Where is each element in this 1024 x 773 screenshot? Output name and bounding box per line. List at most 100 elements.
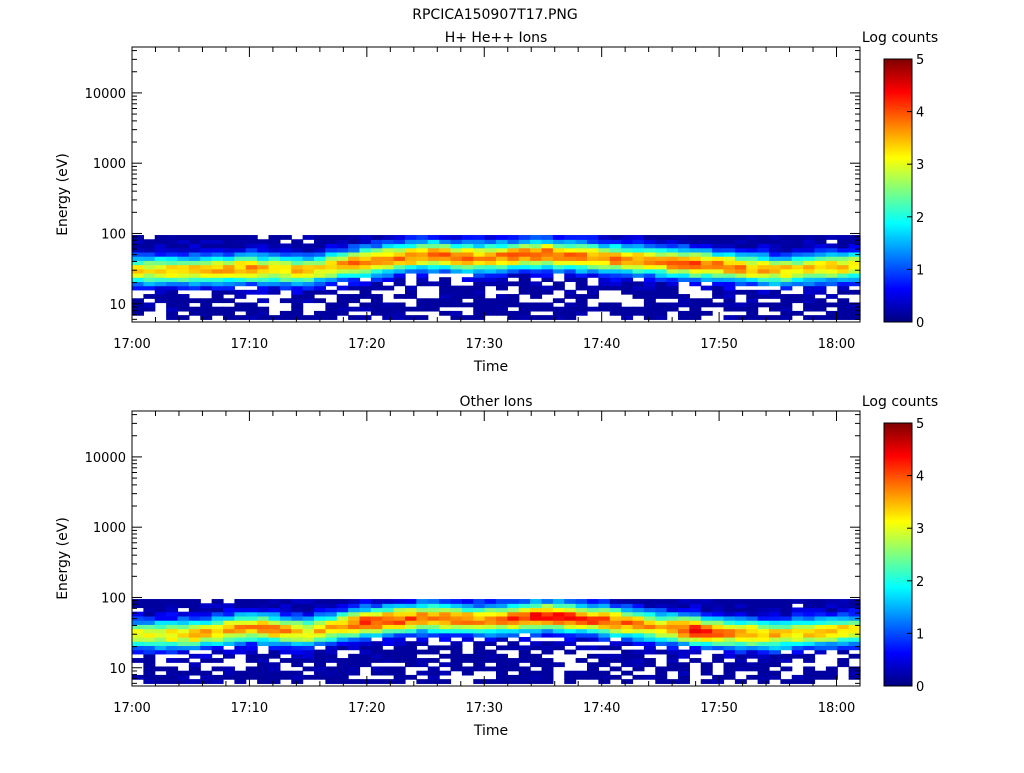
heatmap-cell [575, 674, 588, 680]
heatmap-cell [530, 607, 543, 613]
heatmap-cell [314, 243, 326, 249]
heatmap-cell [370, 260, 383, 266]
heatmap-cell [643, 645, 656, 651]
heatmap-cell [643, 239, 656, 245]
heatmap-cell [803, 272, 816, 278]
heatmap-cell [587, 235, 599, 240]
heatmap-cell [518, 620, 531, 625]
heatmap-cell [370, 310, 383, 316]
heatmap-cell [769, 247, 781, 253]
heatmap-cell [837, 603, 850, 609]
heatmap-cell [143, 620, 156, 625]
heatmap-cell [541, 247, 554, 253]
heatmap-cell [803, 294, 816, 299]
heatmap-cell [200, 306, 213, 312]
heatmap-cell [177, 603, 190, 609]
heatmap-cell [382, 624, 395, 630]
heatmap-cell [837, 306, 850, 312]
heatmap-cell [234, 599, 247, 604]
heatmap-cell [700, 670, 713, 676]
heatmap-cell [177, 624, 190, 630]
y-tick-label: 100 [101, 227, 126, 242]
heatmap-cell [314, 264, 326, 270]
heatmap-cell [803, 247, 816, 253]
heatmap-cell [712, 607, 725, 613]
heatmap-cell [177, 247, 190, 253]
heatmap-cell [291, 674, 304, 680]
heatmap-cell [678, 653, 690, 659]
heatmap-cell [587, 285, 599, 291]
heatmap-cell [530, 620, 543, 625]
heatmap-cell [188, 310, 201, 316]
heatmap-cell [507, 674, 520, 680]
heatmap-cell [484, 243, 497, 249]
heatmap-cell [336, 628, 349, 634]
heatmap-cell [177, 285, 190, 291]
heatmap-cell [177, 620, 190, 625]
heatmap-cell [621, 315, 634, 320]
heatmap-cell [268, 624, 281, 630]
heatmap-cell [552, 641, 565, 647]
heatmap-cell [803, 277, 816, 283]
heatmap-cell [200, 256, 213, 261]
heatmap-cell [496, 611, 508, 617]
heatmap-cell [723, 260, 736, 266]
heatmap-cell [427, 632, 440, 638]
heatmap-cell [723, 649, 736, 655]
heatmap-cell [325, 310, 338, 316]
heatmap-cell [587, 615, 599, 621]
heatmap-cell [734, 620, 747, 625]
heatmap-cell [837, 235, 850, 240]
heatmap-cell [689, 298, 702, 304]
heatmap-cell [587, 628, 599, 634]
heatmap-cell [780, 611, 793, 617]
heatmap-cell [484, 272, 497, 278]
heatmap-cell [541, 645, 554, 651]
heatmap-cell [837, 649, 850, 655]
heatmap-cell [223, 285, 235, 291]
heatmap-cell [518, 666, 531, 672]
heatmap-cell [541, 611, 554, 617]
heatmap-cell [177, 628, 190, 634]
heatmap-cell [598, 260, 611, 266]
heatmap-cell [803, 658, 816, 663]
heatmap-cell [643, 599, 656, 604]
heatmap-cell [382, 658, 395, 663]
heatmap-cell [757, 658, 770, 663]
heatmap-cell [370, 615, 383, 621]
heatmap-cell [655, 620, 668, 625]
heatmap-cell [177, 264, 190, 270]
heatmap-cell [439, 239, 452, 245]
heatmap-cell [734, 243, 747, 249]
heatmap-cell [814, 599, 827, 604]
heatmap-cell [359, 649, 372, 655]
heatmap-cell [734, 247, 747, 253]
heatmap-cell [302, 674, 315, 680]
heatmap-cell [245, 256, 258, 261]
heatmap-cell [450, 310, 463, 316]
heatmap-cell [723, 315, 736, 320]
heatmap-cell [655, 624, 668, 630]
heatmap-cell [678, 662, 690, 668]
heatmap-cell [314, 281, 326, 287]
heatmap-cell [678, 256, 690, 261]
heatmap-cell [439, 603, 452, 609]
heatmap-cell [837, 615, 850, 621]
heatmap-cell [200, 611, 213, 617]
heatmap-cell [598, 306, 611, 312]
heatmap-cell [166, 251, 179, 257]
heatmap-cell [655, 306, 668, 312]
heatmap-cell [655, 666, 668, 672]
heatmap-cell [848, 666, 861, 672]
heatmap-cell [382, 611, 395, 617]
heatmap-cell [359, 285, 372, 291]
heatmap-cell [552, 628, 565, 634]
heatmap-cell [348, 662, 361, 668]
heatmap-cell [678, 649, 690, 655]
heatmap-cell [132, 298, 144, 304]
heatmap-cell [825, 256, 838, 261]
heatmap-cell [734, 628, 747, 634]
heatmap-cell [245, 624, 258, 630]
heatmap-cell [791, 281, 804, 287]
